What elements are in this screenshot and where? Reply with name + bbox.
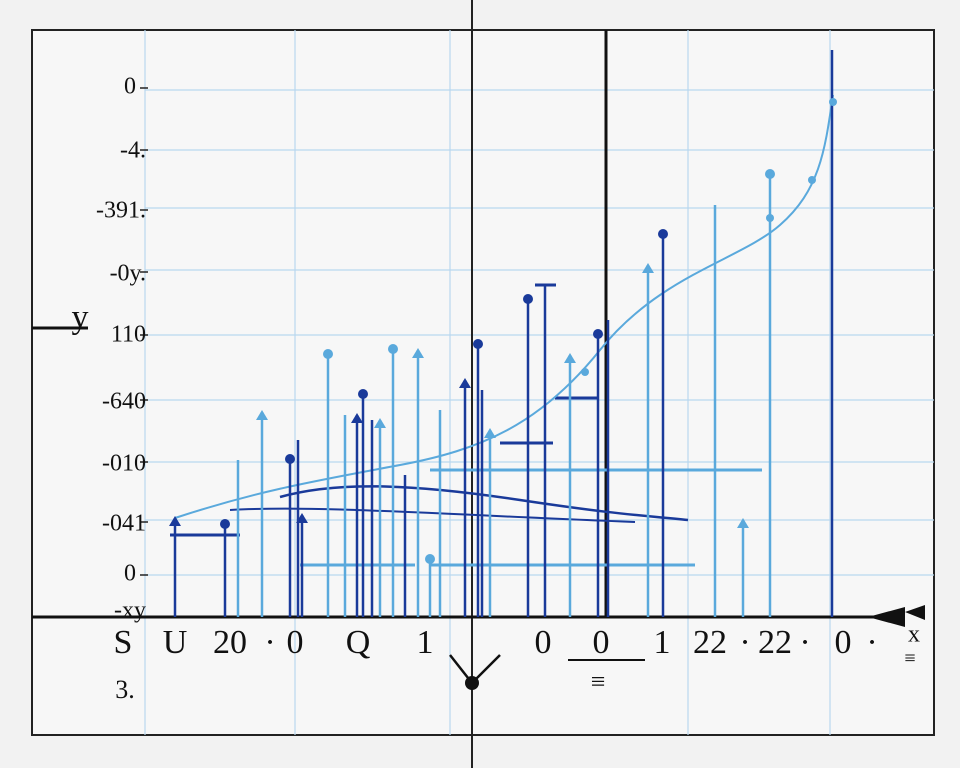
stem-arrow [412,348,424,358]
x-tick-label: 0 [835,624,852,661]
stem-dot [765,169,775,179]
extra-label: 3. [115,675,135,704]
stem-dot [285,454,295,464]
stem-dot [658,229,668,239]
y-tick-label: -640 [102,389,146,415]
stem-arrow [737,518,749,528]
stem-arrow [564,353,576,363]
curve-dot [829,98,837,106]
stem-arrow [351,413,363,423]
x-tick-label: 1 [417,624,434,661]
curve-dot [808,176,816,184]
stem-dot [593,329,603,339]
axis-arrow [905,605,925,620]
curve-dot [581,368,589,376]
axis-arrow [868,607,905,627]
x-tick-label: S [114,624,133,661]
x-tick-label: 0 [535,624,552,661]
grid [32,0,934,768]
stem-dot [425,554,435,564]
x-tick-label: 22 [758,624,792,661]
stem-arrow [256,410,268,420]
y-tick-label: -391. [96,198,146,224]
y-tick-label: 110 [111,322,146,348]
x-tick-label: · [264,624,275,661]
y-tick-label: 0 [124,561,136,587]
y-tick-label: -010 [102,451,146,477]
x-tick-label: Q [346,624,371,661]
stem-dot [473,339,483,349]
stem-dot [358,389,368,399]
extra-label: ≡ [591,667,606,696]
x-tick-label: 0 [287,624,304,661]
x-tick-label: · [739,624,750,661]
curve-dot [766,214,774,222]
stem-dot [323,349,333,359]
x-axis-title: x [908,622,920,648]
curve [229,507,636,523]
x-tick-label: · [799,624,810,661]
x-tick-label: · [866,624,877,661]
stem-arrow [642,263,654,273]
y-tick-label: -0y. [110,261,146,287]
stem-arrow [459,378,471,388]
x-tick-label: 1 [654,624,671,661]
x-marker-dot [465,676,479,690]
extra-label: ≡ [904,648,915,670]
y-tick-label: 0 [124,74,136,100]
curve [174,94,834,519]
stem-arrow [169,516,181,526]
stem-arrow [374,418,386,428]
stem-dot [220,519,230,529]
curve [279,485,689,522]
stem-dot [523,294,533,304]
x-tick-label: 22 [693,624,727,661]
stem-arrow [484,428,496,438]
x-tick-label: U [163,624,188,661]
y-tick-label: -xy [114,598,146,624]
y-tick-label: -4. [120,138,146,164]
stem-dot [388,344,398,354]
x-tick-label: 0 [593,624,610,661]
marks [169,50,925,690]
x-tick-label: 20 [213,624,247,661]
y-tick-label: -041 [102,511,146,537]
y-axis-title: y [72,299,89,336]
stem-arrow [296,513,308,523]
